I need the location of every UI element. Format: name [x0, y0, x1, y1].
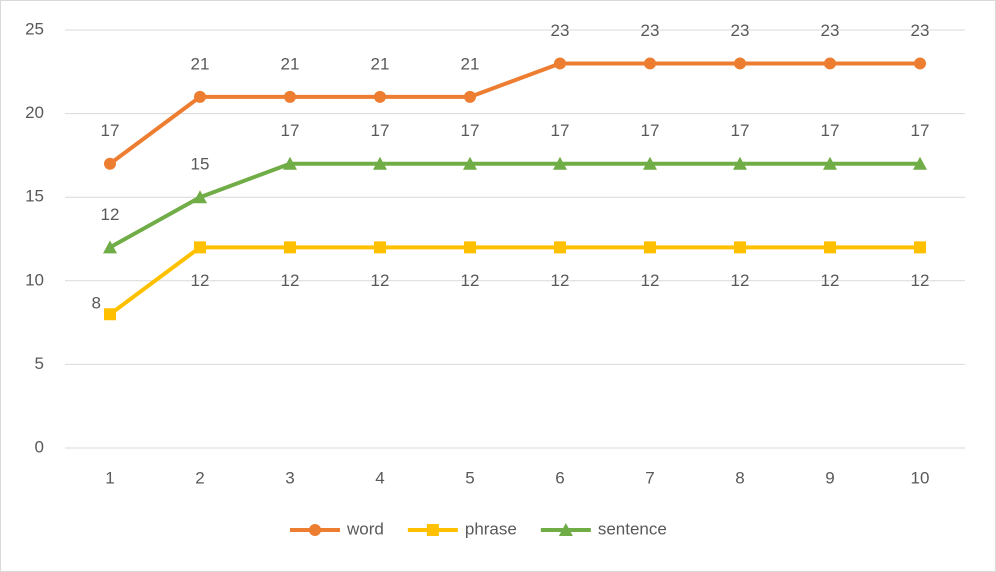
data-label: 12 [281, 271, 300, 290]
data-label: 21 [281, 54, 300, 73]
data-point [734, 57, 746, 70]
series-line [109, 161, 920, 250]
legend-label: sentence [598, 519, 667, 538]
data-point [644, 241, 656, 254]
data-label: 17 [641, 121, 660, 140]
data-point [104, 157, 116, 170]
data-point [194, 241, 206, 254]
data-point [103, 240, 117, 254]
data-point [104, 308, 116, 321]
data-point [463, 156, 477, 170]
data-point [824, 241, 836, 254]
y-tick-label: 15 [25, 187, 44, 206]
legend-marker [426, 524, 439, 536]
x-tick-label: 7 [645, 468, 654, 487]
x-tick-label: 8 [735, 468, 744, 487]
data-label: 8 [92, 294, 101, 313]
x-tick-label: 3 [285, 468, 294, 487]
x-tick-label: 5 [465, 468, 474, 487]
y-tick-label: 5 [35, 354, 44, 373]
data-label: 12 [101, 205, 120, 224]
data-point [643, 156, 657, 170]
x-tick-label: 6 [555, 468, 564, 487]
data-label: 12 [731, 271, 750, 290]
y-tick-label: 20 [25, 103, 44, 122]
data-point [734, 241, 746, 254]
legend-label: word [346, 519, 384, 538]
data-label: 17 [101, 121, 120, 140]
data-point [193, 190, 207, 204]
data-point [644, 57, 656, 70]
x-tick-label: 1 [105, 468, 114, 487]
data-label: 23 [911, 21, 930, 40]
legend-marker [309, 524, 321, 536]
data-label: 21 [461, 54, 480, 73]
x-tick-label: 4 [375, 468, 384, 487]
data-label: 17 [911, 121, 930, 140]
data-point [373, 156, 387, 170]
data-point [464, 241, 476, 254]
y-tick-label: 10 [25, 270, 44, 289]
data-point [554, 241, 566, 254]
data-point [283, 156, 297, 170]
data-point [284, 241, 296, 254]
data-point [733, 156, 747, 170]
x-tick-label: 9 [825, 468, 834, 487]
legend-label: phrase [465, 519, 517, 538]
data-label: 17 [821, 121, 840, 140]
data-label: 17 [551, 121, 570, 140]
data-label: 15 [191, 155, 210, 174]
data-label: 12 [911, 271, 930, 290]
data-point [284, 90, 296, 103]
data-label: 12 [371, 271, 390, 290]
data-label: 21 [371, 54, 390, 73]
data-label: 23 [731, 21, 750, 40]
data-point [913, 156, 927, 170]
data-point [823, 156, 837, 170]
data-point [554, 57, 566, 70]
data-label: 17 [371, 121, 390, 140]
data-point [374, 90, 386, 103]
series-line [108, 245, 920, 316]
data-label: 12 [641, 271, 660, 290]
data-label: 12 [821, 271, 840, 290]
data-label: 17 [731, 121, 750, 140]
data-point [914, 57, 926, 70]
data-label: 21 [191, 54, 210, 73]
data-label: 17 [461, 121, 480, 140]
data-point [824, 57, 836, 70]
data-label: 23 [821, 21, 840, 40]
data-label: 12 [461, 271, 480, 290]
data-label: 23 [551, 21, 570, 40]
data-point [914, 241, 926, 254]
data-label: 12 [551, 271, 570, 290]
x-tick-label: 2 [195, 468, 204, 487]
series-line [108, 61, 920, 166]
data-point [194, 90, 206, 103]
legend-marker [558, 523, 573, 536]
y-tick-label: 25 [25, 19, 44, 38]
data-label: 17 [281, 121, 300, 140]
data-point [464, 90, 476, 103]
data-label: 12 [191, 271, 210, 290]
x-tick-label: 10 [911, 468, 930, 487]
y-tick-label: 0 [35, 437, 44, 456]
data-point [374, 241, 386, 254]
data-point [553, 156, 567, 170]
data-label: 23 [641, 21, 660, 40]
